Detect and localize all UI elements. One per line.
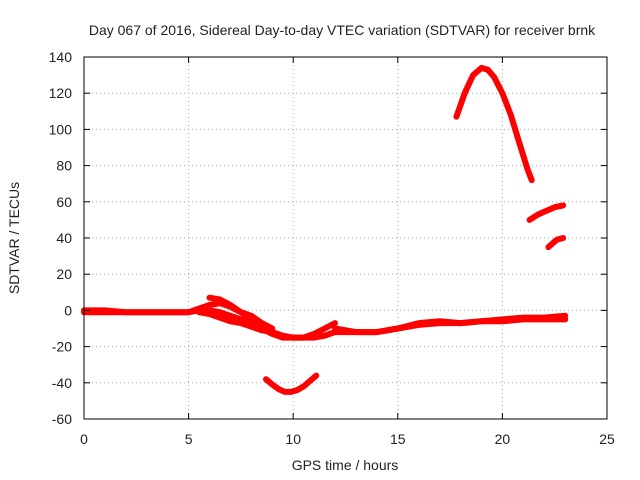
x-tick-label: 15: [390, 431, 406, 447]
y-tick-label: 80: [56, 158, 72, 174]
x-tick-label: 0: [80, 431, 88, 447]
x-tick-label: 10: [285, 431, 301, 447]
series-line-arc-7: [453, 64, 535, 184]
y-tick-label: -20: [52, 339, 72, 355]
axis-ticks: 0 5 10 15 20 25 -60 -40 -20 0 20 40 60 80 100 120 140: [49, 49, 615, 447]
series-line-arc-8: [526, 202, 567, 223]
data-series: [81, 64, 569, 395]
series-line-arc-5: [263, 372, 320, 395]
y-tick-label: 120: [49, 85, 73, 101]
y-tick-label: 60: [56, 194, 72, 210]
y-tick-label: 0: [64, 302, 72, 318]
y-axis-label: SDTVAR / TECUs: [6, 182, 22, 294]
series-line-arc-3: [196, 309, 276, 336]
x-tick-label: 25: [599, 431, 615, 447]
y-tick-label: 100: [49, 121, 73, 137]
y-tick-label: -60: [52, 411, 72, 427]
chart-title: Day 067 of 2016, Sidereal Day-to-day VTE…: [89, 22, 596, 38]
x-axis-label: GPS time / hours: [292, 457, 399, 473]
y-tick-label: 140: [49, 49, 73, 65]
x-tick-label: 20: [495, 431, 511, 447]
x-tick-label: 5: [185, 431, 193, 447]
y-tick-label: 40: [56, 230, 72, 246]
y-tick-label: 20: [56, 266, 72, 282]
grid: [84, 57, 607, 419]
y-tick-label: -40: [52, 375, 72, 391]
series-line-arc-6: [332, 316, 569, 336]
series-line-arc-9: [545, 235, 567, 251]
series-line-arc-4: [206, 294, 338, 341]
